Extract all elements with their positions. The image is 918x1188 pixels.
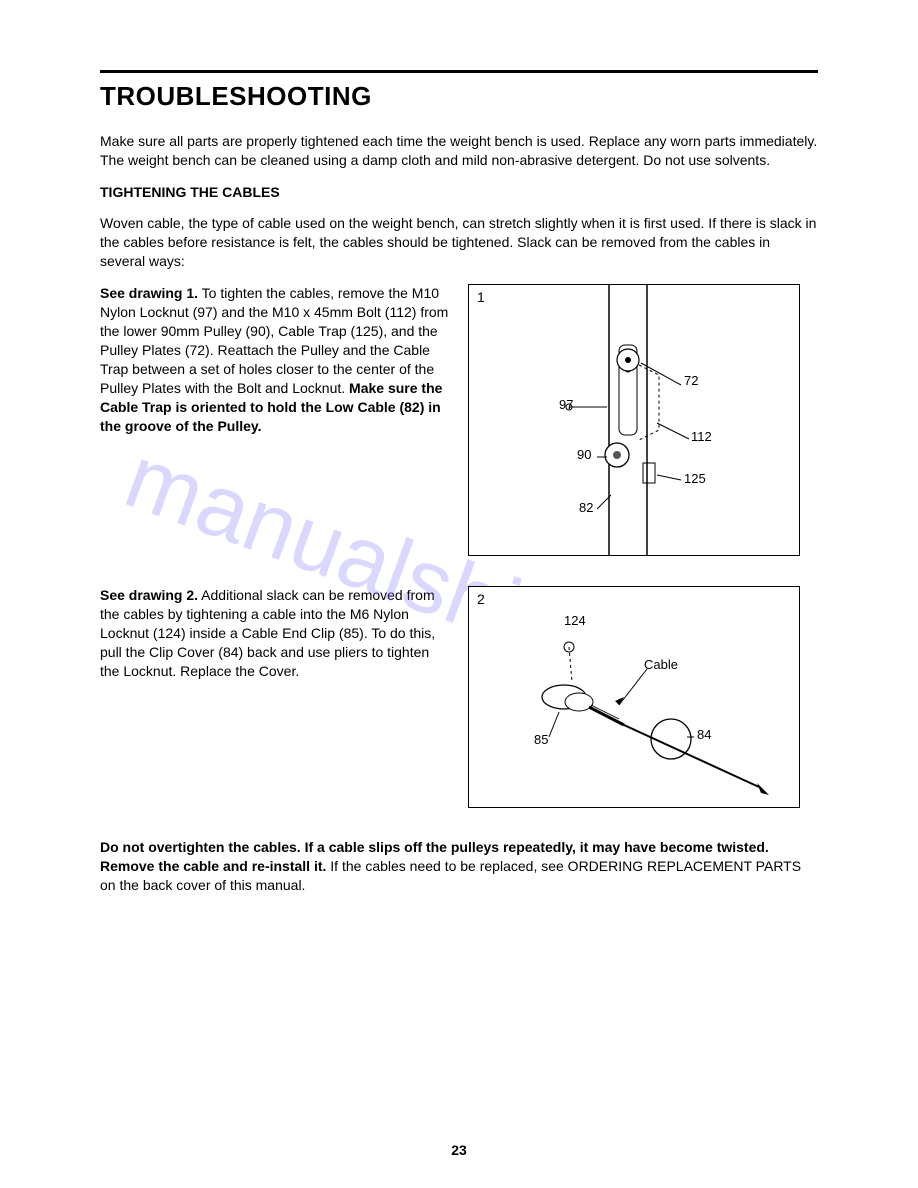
section-1-text: See drawing 1. To tighten the cables, re… [100,284,450,556]
callout-cable: Cable [644,657,678,672]
section-1-lead: See drawing 1. [100,285,198,301]
callout-124: 124 [564,613,586,628]
callout-125: 125 [684,471,706,486]
section-1-figure-col: 1 [468,284,818,556]
callout-84: 84 [697,727,711,742]
footer-paragraph: Do not overtighten the cables. If a cabl… [100,838,818,895]
callout-90: 90 [577,447,591,462]
callout-72: 72 [684,373,698,388]
intro-paragraph: Make sure all parts are properly tighten… [100,132,818,170]
section-2-text: See drawing 2. Additional slack can be r… [100,586,450,808]
page-title: TROUBLESHOOTING [100,81,818,112]
figure-2-box: 2 [468,586,800,808]
callout-97: 97 [559,397,573,412]
section-2-row: See drawing 2. Additional slack can be r… [100,586,818,808]
top-rule [100,70,818,73]
figure-1-box: 1 [468,284,800,556]
page-number: 23 [0,1142,918,1158]
figure-1-svg [469,285,799,555]
callout-85: 85 [534,732,548,747]
section-1-row: See drawing 1. To tighten the cables, re… [100,284,818,556]
callout-82: 82 [579,500,593,515]
section-2-figure-col: 2 [468,586,818,808]
section-2-lead: See drawing 2. [100,587,198,603]
cables-intro-paragraph: Woven cable, the type of cable used on t… [100,214,818,271]
cables-subhead: TIGHTENING THE CABLES [100,184,818,200]
callout-112: 112 [691,429,712,444]
manual-page: manualshive.com TROUBLESHOOTING Make sur… [0,0,918,1188]
figure-2-svg [469,587,799,807]
